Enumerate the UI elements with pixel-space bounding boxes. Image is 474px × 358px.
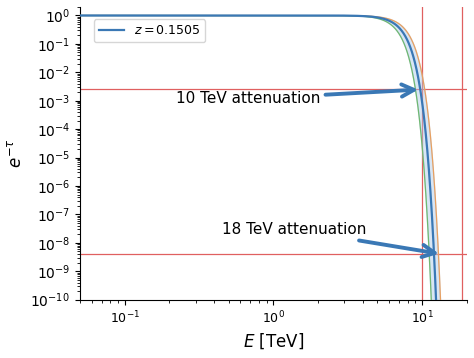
Y-axis label: $e^{-\tau}$: $e^{-\tau}$ — [7, 139, 25, 168]
Line: $z = 0.1505$: $z = 0.1505$ — [80, 15, 467, 358]
$z = 0.1505$ — [97, 13, 102, 18]
Text: 18 TeV attenuation: 18 TeV attenuation — [222, 222, 435, 257]
Text: 10 TeV attenuation: 10 TeV attenuation — [175, 84, 414, 106]
X-axis label: $E$ [TeV]: $E$ [TeV] — [243, 332, 304, 351]
Legend: $z = 0.1505$: $z = 0.1505$ — [94, 19, 205, 42]
$z = 0.1505$ — [265, 13, 271, 18]
$z = 0.1505$ — [255, 13, 261, 18]
$z = 0.1505$ — [77, 13, 82, 18]
$z = 0.1505$ — [382, 17, 388, 21]
